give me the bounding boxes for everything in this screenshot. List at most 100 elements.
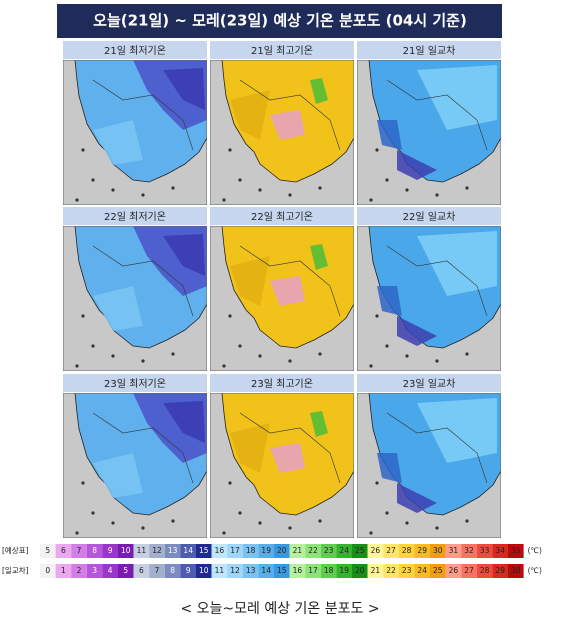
legend-value: 24 bbox=[339, 546, 349, 555]
legend-value: 0 bbox=[45, 566, 50, 575]
island bbox=[405, 188, 409, 192]
border bbox=[239, 412, 341, 484]
legend-value: 23 bbox=[324, 546, 334, 555]
legend-cell bbox=[289, 544, 306, 558]
island bbox=[318, 186, 322, 190]
legend-value: 8 bbox=[170, 566, 175, 575]
island bbox=[81, 314, 85, 318]
legend-cell bbox=[133, 544, 150, 558]
legend-value: 11 bbox=[137, 546, 147, 555]
island bbox=[171, 186, 175, 190]
island bbox=[238, 511, 242, 515]
map bbox=[63, 226, 207, 371]
legend-value: 19 bbox=[339, 566, 349, 575]
island bbox=[465, 519, 469, 523]
island bbox=[435, 526, 439, 530]
island bbox=[91, 511, 95, 515]
legend-value: 14 bbox=[183, 546, 193, 555]
temp-area bbox=[310, 244, 328, 270]
legend-label: [예상표] bbox=[2, 545, 29, 555]
legend-cell bbox=[180, 544, 196, 558]
legend-value: 20 bbox=[355, 566, 365, 575]
island bbox=[91, 178, 95, 182]
island bbox=[222, 198, 226, 202]
map bbox=[63, 60, 207, 205]
legend-value: 2 bbox=[77, 566, 82, 575]
legend-value: 12 bbox=[152, 546, 162, 555]
legend-value: 24 bbox=[417, 566, 427, 575]
legend-value: 4 bbox=[108, 566, 113, 575]
island bbox=[375, 481, 379, 485]
legend-value: 28 bbox=[402, 546, 412, 555]
panel-header bbox=[63, 207, 207, 225]
border bbox=[386, 245, 488, 317]
island bbox=[91, 344, 95, 348]
legend-cell bbox=[492, 544, 508, 558]
legend-value: 1 bbox=[61, 566, 66, 575]
legend-cell bbox=[227, 544, 243, 558]
legend-cell bbox=[102, 544, 118, 558]
legend-cell bbox=[102, 564, 118, 578]
title: 오늘(21일) ~ 모레(23일) 예상 기온 분포도 (04시 기준) bbox=[93, 12, 467, 30]
legend-value: 22 bbox=[386, 566, 396, 575]
legend-value: 21 bbox=[371, 566, 381, 575]
island bbox=[258, 354, 262, 358]
temp-area bbox=[377, 120, 402, 150]
legend-value: 18 bbox=[324, 566, 334, 575]
temp-area bbox=[377, 453, 402, 483]
legend-value: 15 bbox=[199, 546, 209, 555]
legend-value: 10 bbox=[121, 546, 131, 555]
panel-header bbox=[63, 374, 207, 392]
island bbox=[369, 364, 373, 368]
island bbox=[228, 148, 232, 152]
panel-label: 21일 최저기온 bbox=[104, 45, 166, 57]
legend-cell bbox=[196, 544, 212, 558]
legend-cell bbox=[211, 544, 228, 558]
legend-value: 5 bbox=[45, 546, 50, 555]
island bbox=[435, 359, 439, 363]
panel-label: 22일 최저기온 bbox=[104, 211, 166, 223]
legend-value: 12 bbox=[230, 566, 240, 575]
legend-cell bbox=[40, 544, 56, 558]
map bbox=[63, 393, 207, 538]
legend-cell bbox=[476, 564, 493, 578]
legend-cell bbox=[383, 544, 399, 558]
island bbox=[465, 352, 469, 356]
legend-value: 11 bbox=[215, 566, 225, 575]
temp-area bbox=[93, 286, 143, 331]
island bbox=[435, 193, 439, 197]
legend-value: 13 bbox=[168, 546, 178, 555]
legend-cell bbox=[461, 564, 477, 578]
temp-area bbox=[377, 286, 402, 316]
caption: < 오늘~모레 예상 기온 분포도 > bbox=[180, 601, 379, 617]
legend-value: 29 bbox=[417, 546, 427, 555]
panel-header bbox=[357, 41, 501, 59]
panel-header bbox=[210, 374, 354, 392]
legend-value: 32 bbox=[464, 546, 474, 555]
legend-cell bbox=[492, 564, 508, 578]
legend-value: 16 bbox=[215, 546, 225, 555]
legend-value: 35 bbox=[511, 546, 521, 555]
legend-value: 10 bbox=[199, 566, 209, 575]
island bbox=[228, 314, 232, 318]
panel-label: 23일 최저기온 bbox=[104, 378, 166, 390]
map bbox=[210, 226, 354, 371]
island bbox=[288, 526, 292, 530]
legend-label: [일교차] bbox=[2, 566, 29, 575]
island bbox=[288, 359, 292, 363]
island bbox=[238, 344, 242, 348]
legend-cell bbox=[242, 564, 259, 578]
map bbox=[357, 393, 501, 538]
island bbox=[405, 354, 409, 358]
legend-cell bbox=[71, 544, 87, 558]
legend-cell bbox=[149, 544, 165, 558]
panel-label: 22일 최고기온 bbox=[251, 211, 313, 223]
legend-value: 6 bbox=[61, 546, 66, 555]
legend-cell bbox=[289, 564, 306, 578]
island bbox=[238, 178, 242, 182]
legend-cell bbox=[398, 544, 415, 558]
border bbox=[92, 245, 194, 317]
legend-value: 30 bbox=[511, 566, 521, 575]
island bbox=[375, 148, 379, 152]
legend-cell bbox=[242, 544, 259, 558]
